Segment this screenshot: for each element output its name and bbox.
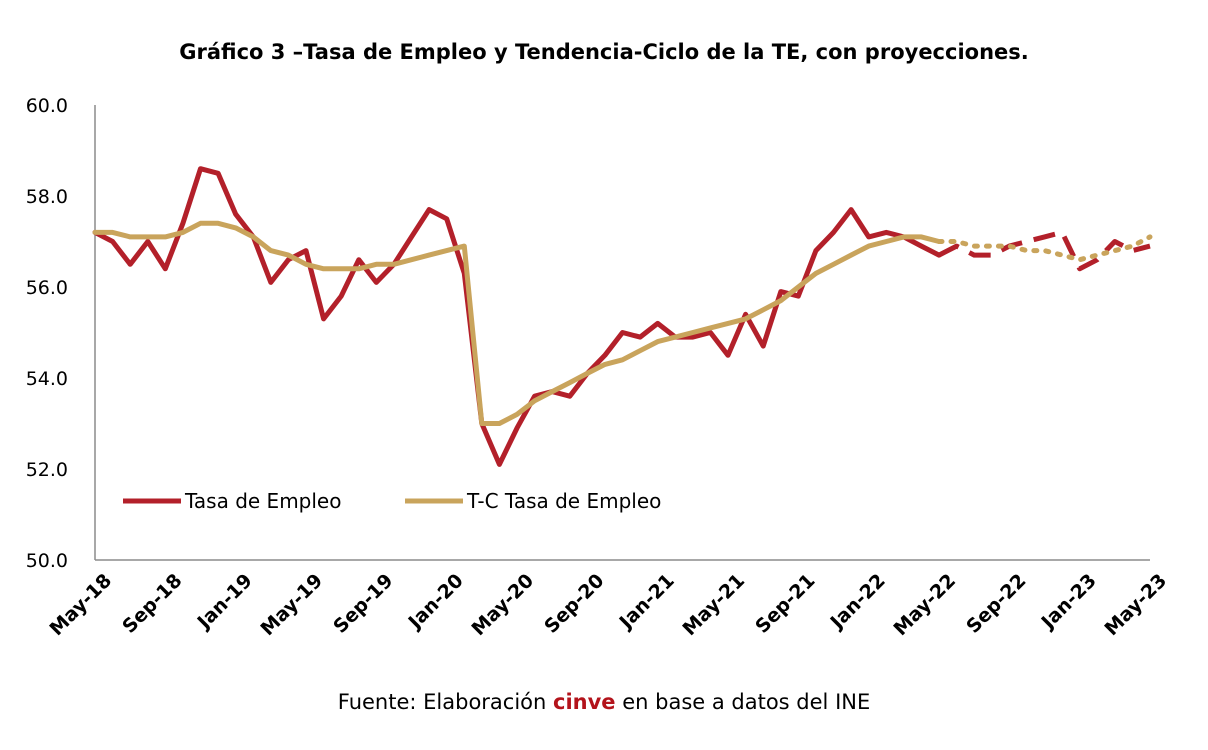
x-tick-label: Sep-22	[962, 570, 1030, 638]
legend: Tasa de Empleo T-C Tasa de Empleo	[123, 489, 661, 513]
x-tick-label: May-23	[1101, 570, 1172, 641]
x-tick-label: Sep-20	[540, 570, 608, 638]
x-tick-label: Jan-20	[403, 570, 468, 635]
y-tick-label: 54.0	[26, 368, 68, 390]
x-tick-label: Jan-22	[825, 570, 890, 635]
x-tick-label: Sep-19	[329, 570, 397, 638]
series-lines	[92, 166, 1153, 467]
source-suffix: en base a datos del INE	[615, 690, 871, 714]
y-tick-label: 58.0	[26, 186, 68, 208]
y-tick-label: 60.0	[26, 95, 68, 117]
x-tick-label: May-21	[679, 570, 750, 641]
series-line-t-c-tasa-de-empleo	[92, 220, 942, 426]
y-tick-label: 56.0	[26, 277, 68, 299]
x-axis: May-18 Sep-18 Jan-19 May-19 Sep-19 Jan-20 May-…	[46, 559, 1172, 641]
x-tick-label: Jan-21	[614, 570, 679, 635]
series-projection-t-c-tasa-de-empleo	[936, 234, 1153, 263]
legend-label: T-C Tasa de Empleo	[466, 489, 661, 513]
x-tick-label: May-20	[468, 570, 539, 641]
y-axis: 50.0 52.0 54.0 56.0 58.0 60.0	[26, 95, 96, 572]
series-projection-tasa-de-empleo	[937, 229, 1151, 272]
source-prefix: Fuente: Elaboración	[337, 690, 554, 714]
x-tick-label: May-22	[890, 570, 961, 641]
legend-label: Tasa de Empleo	[184, 489, 341, 513]
x-tick-label: Jan-19	[192, 570, 257, 635]
x-tick-label: Sep-18	[118, 570, 186, 638]
x-tick-label: Jan-23	[1036, 570, 1101, 635]
y-tick-label: 52.0	[26, 459, 68, 481]
x-tick-label: Sep-21	[751, 570, 819, 638]
x-tick-label: May-18	[46, 570, 117, 641]
x-tick-label: May-19	[257, 570, 328, 641]
chart-title: Gráfico 3 –Tasa de Empleo y Tendencia-Ci…	[179, 40, 1029, 64]
source-note: Fuente: Elaboración cinve en base a dato…	[0, 690, 1208, 714]
y-tick-label: 50.0	[26, 550, 68, 572]
series-line-tasa-de-empleo	[92, 166, 942, 467]
source-brand: cinve	[553, 690, 616, 714]
